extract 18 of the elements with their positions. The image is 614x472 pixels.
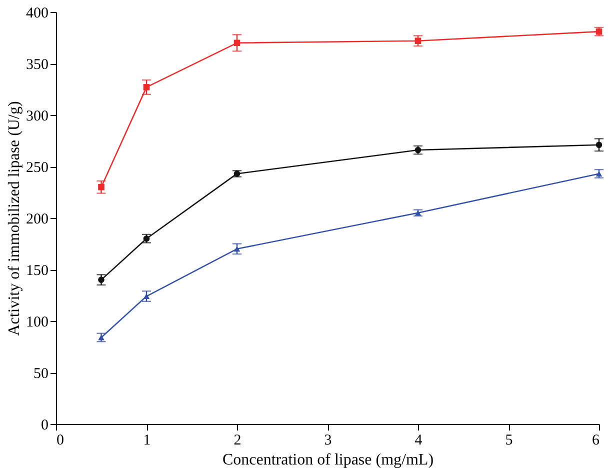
y-tick-label: 400 [26,6,48,22]
x-axis-title: Concentration of lipase (mg/mL) [222,452,434,468]
y-tick-label: 0 [41,418,48,434]
y-tick-label: 350 [26,57,48,73]
y-tick-label: 200 [26,212,48,228]
x-tick-label: 2 [234,432,242,448]
x-tick-label: 6 [592,432,600,448]
y-tick-label: 150 [26,263,48,279]
y-tick-label: 100 [26,314,48,330]
y-tick-label: 50 [34,366,48,382]
y-axis-title: Activity of immobilized lipase (U/g) [6,101,23,336]
x-tick-label: 4 [414,432,423,448]
y-tick-label: 300 [26,108,48,124]
y-tick-label: 250 [26,160,48,176]
x-tick-label: 5 [505,432,513,448]
x-tick-label: 3 [324,432,332,448]
x-tick-label: 1 [143,432,151,448]
x-tick-label: 0 [56,432,64,448]
